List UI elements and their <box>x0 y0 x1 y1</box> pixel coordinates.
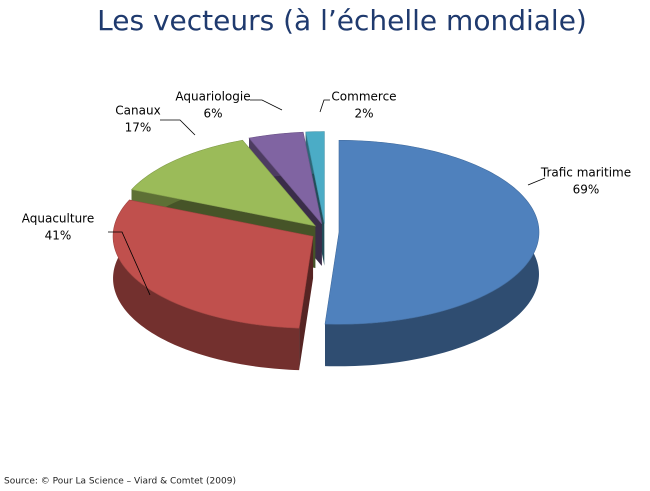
slice-label: Trafic maritime <box>540 166 631 180</box>
leader-line <box>527 177 546 186</box>
slice-value-label: 17% <box>125 121 152 135</box>
leader-line <box>108 231 151 296</box>
slice-label: Canaux <box>115 104 160 118</box>
pie-slice <box>324 139 540 325</box>
pie-slice <box>305 131 325 224</box>
slice-label: Aquaculture <box>22 212 94 226</box>
pie-slice <box>131 139 317 227</box>
pie <box>112 131 540 371</box>
chart-title: Les vecteurs (à l’échelle mondiale) <box>97 4 587 37</box>
leader-line <box>250 99 283 111</box>
slice-value-label: 2% <box>354 107 373 121</box>
slice-side <box>113 199 300 371</box>
pie-slice <box>248 131 323 225</box>
slice-label: Commerce <box>331 90 396 104</box>
slice-value-label: 69% <box>573 183 600 197</box>
slice-label: Aquariologie <box>175 90 250 104</box>
slice-value-label: 6% <box>203 107 222 121</box>
leader-line <box>160 119 196 136</box>
pie-slice <box>112 199 314 329</box>
slice-value-label: 41% <box>45 229 72 243</box>
leader-line <box>319 99 330 113</box>
source-note: Source: © Pour La Science – Viard & Comt… <box>4 477 236 487</box>
